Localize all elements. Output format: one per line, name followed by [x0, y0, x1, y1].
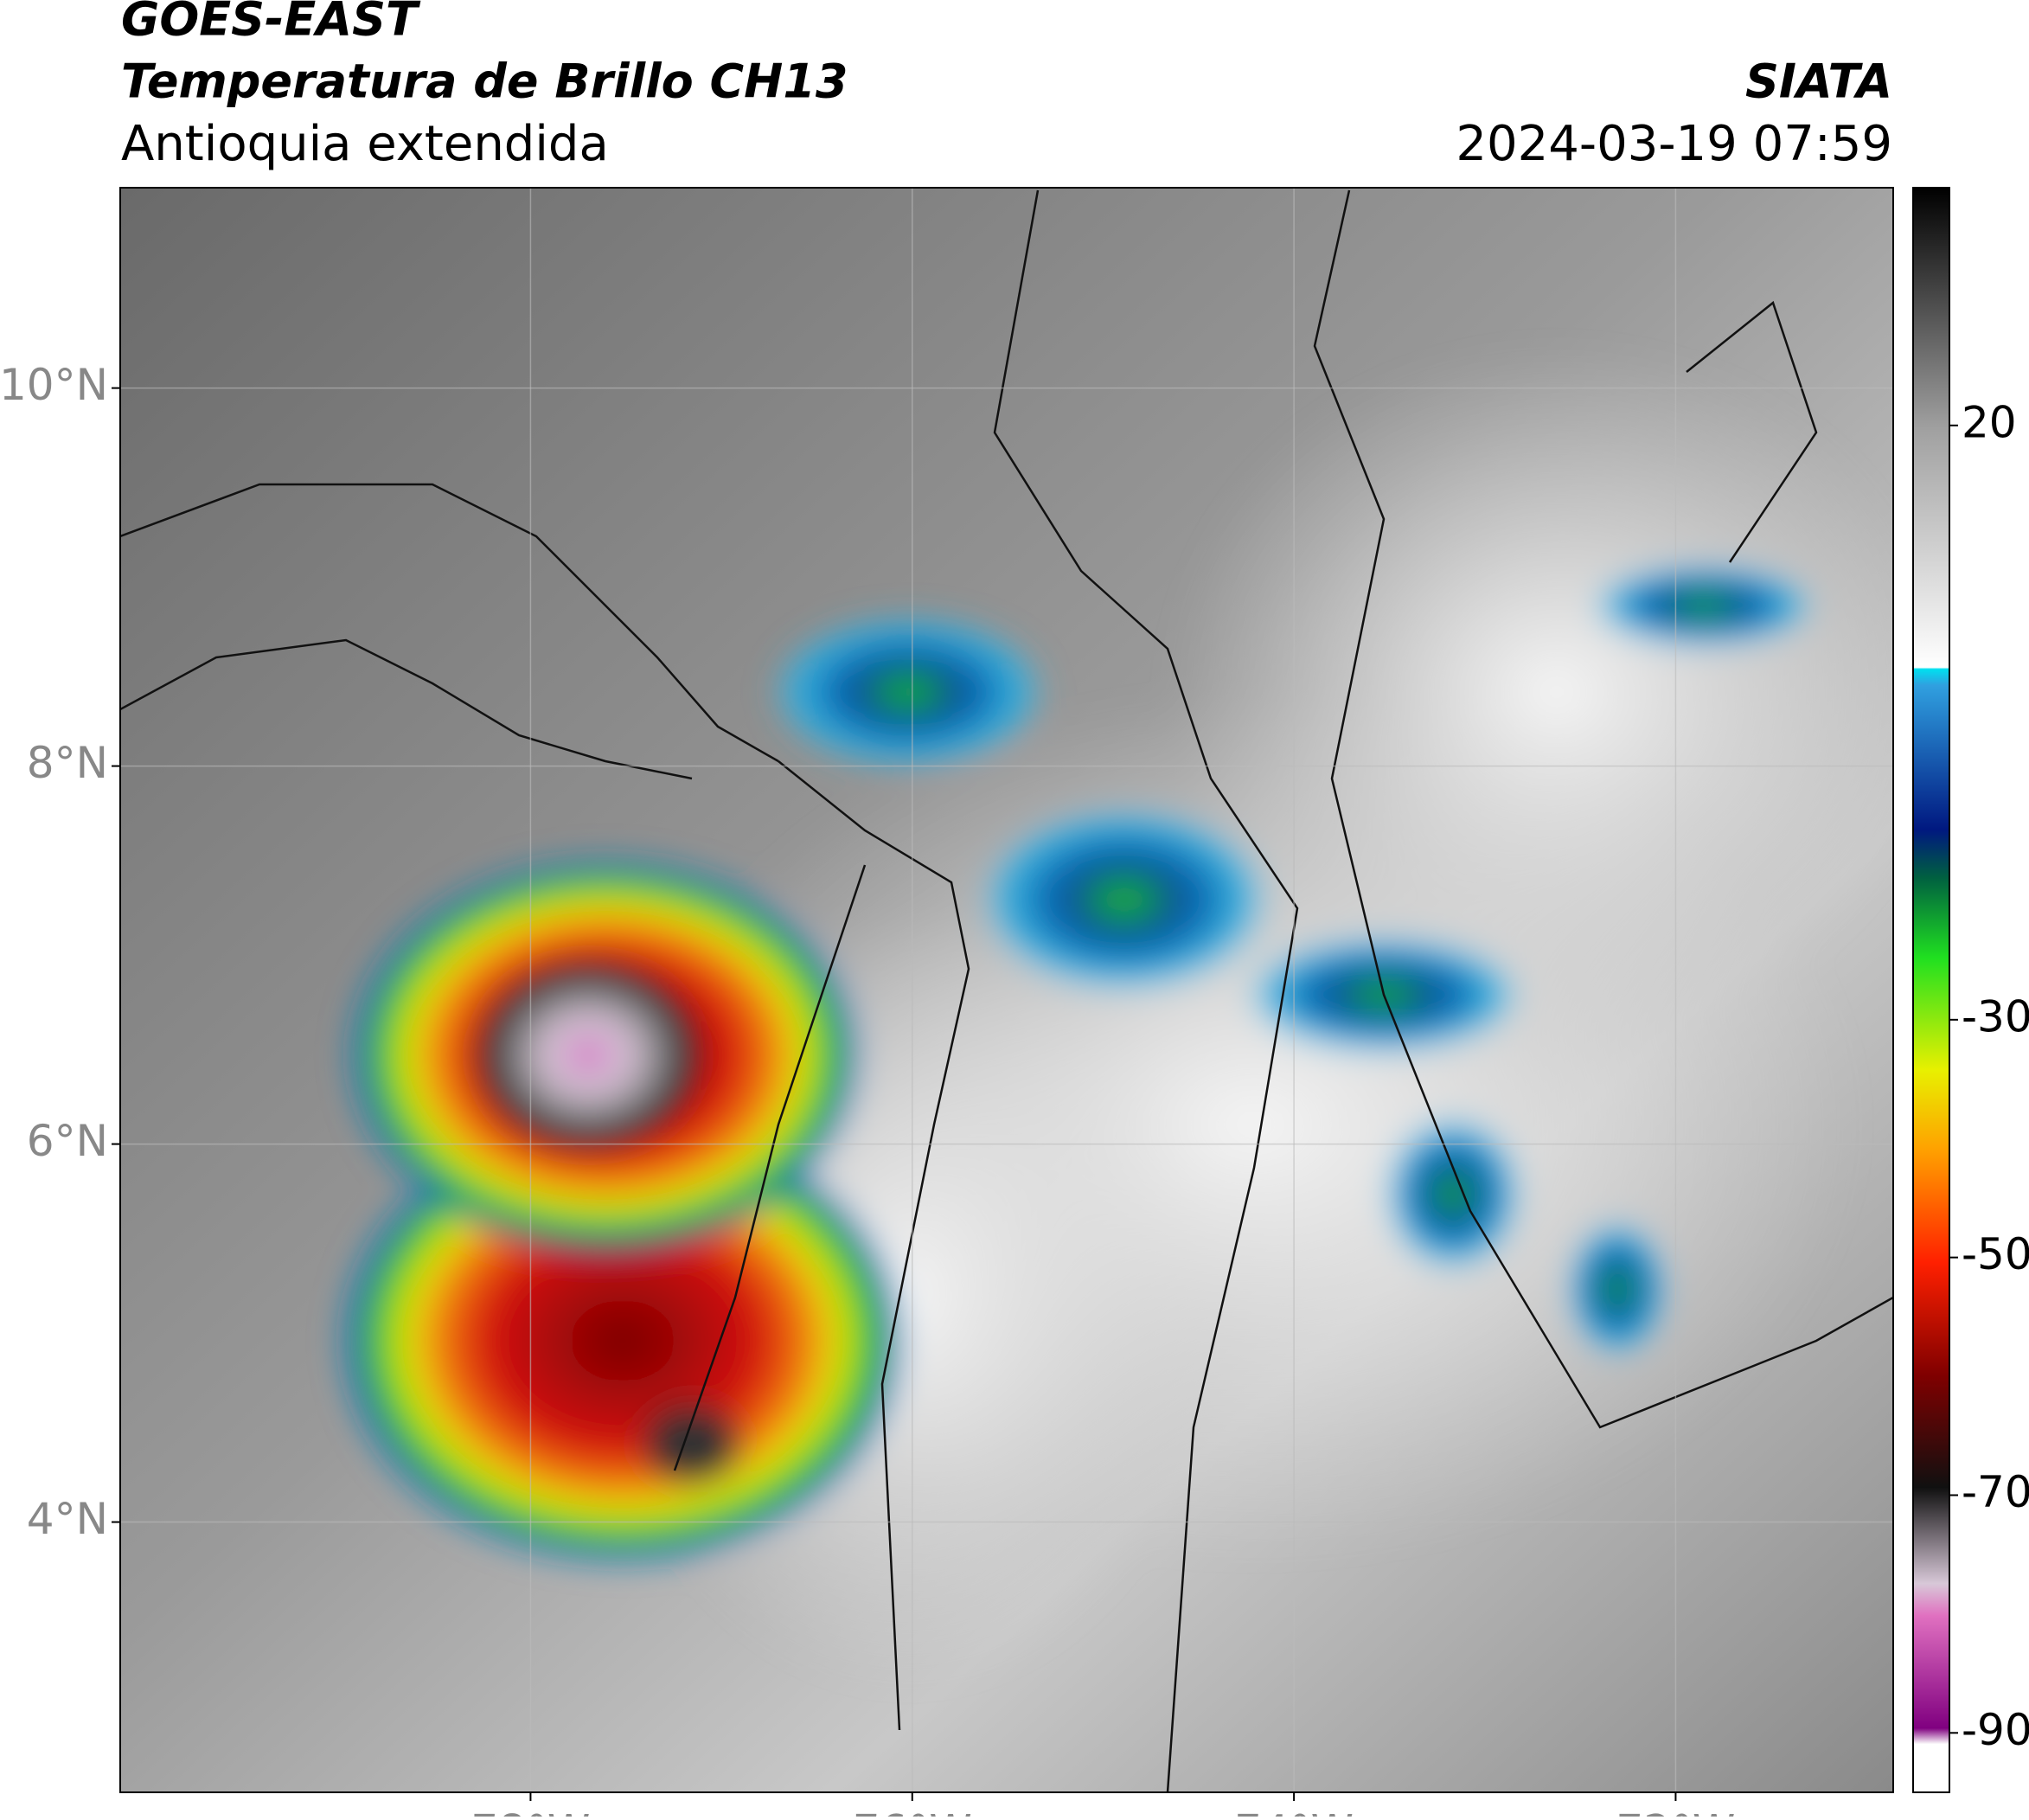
colorbar-tick-label: -70 — [1962, 1467, 2029, 1517]
colorbar-tick-label: -90 — [1962, 1705, 2029, 1755]
colorbar-tick-label: -30 — [1962, 991, 2029, 1041]
lat-tick-label: 6°N — [27, 1116, 108, 1166]
lon-tick-label: 74°W — [1234, 1806, 1354, 1817]
colorbar-tick-label: 20 — [1962, 397, 2017, 447]
lon-tick-label: 72°W — [1616, 1806, 1735, 1817]
colorbar-tick-label: -50 — [1962, 1229, 2029, 1279]
source: SIATA — [1745, 54, 1892, 109]
lon-tick-label: 76°W — [853, 1806, 972, 1817]
map-frame — [119, 187, 1894, 1793]
map-image — [120, 188, 1893, 1792]
satellite: GOES-EAST — [121, 0, 421, 47]
lat-tick-label: 4°N — [27, 1494, 108, 1544]
datetime: 2024-03-19 07:59 — [1456, 116, 1892, 172]
lon-tick-label: 78°W — [470, 1806, 590, 1817]
lat-tick-label: 10°N — [0, 360, 108, 410]
colorbar — [1912, 187, 1950, 1793]
region: Antioquia extendida — [121, 116, 609, 172]
product: Temperatura de Brillo CH13 — [121, 54, 848, 109]
lat-tick-label: 8°N — [27, 738, 108, 788]
